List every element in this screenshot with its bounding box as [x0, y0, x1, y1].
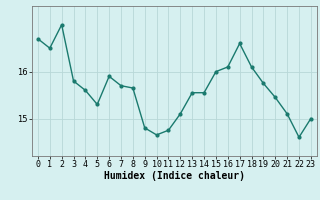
X-axis label: Humidex (Indice chaleur): Humidex (Indice chaleur) [104, 171, 245, 181]
